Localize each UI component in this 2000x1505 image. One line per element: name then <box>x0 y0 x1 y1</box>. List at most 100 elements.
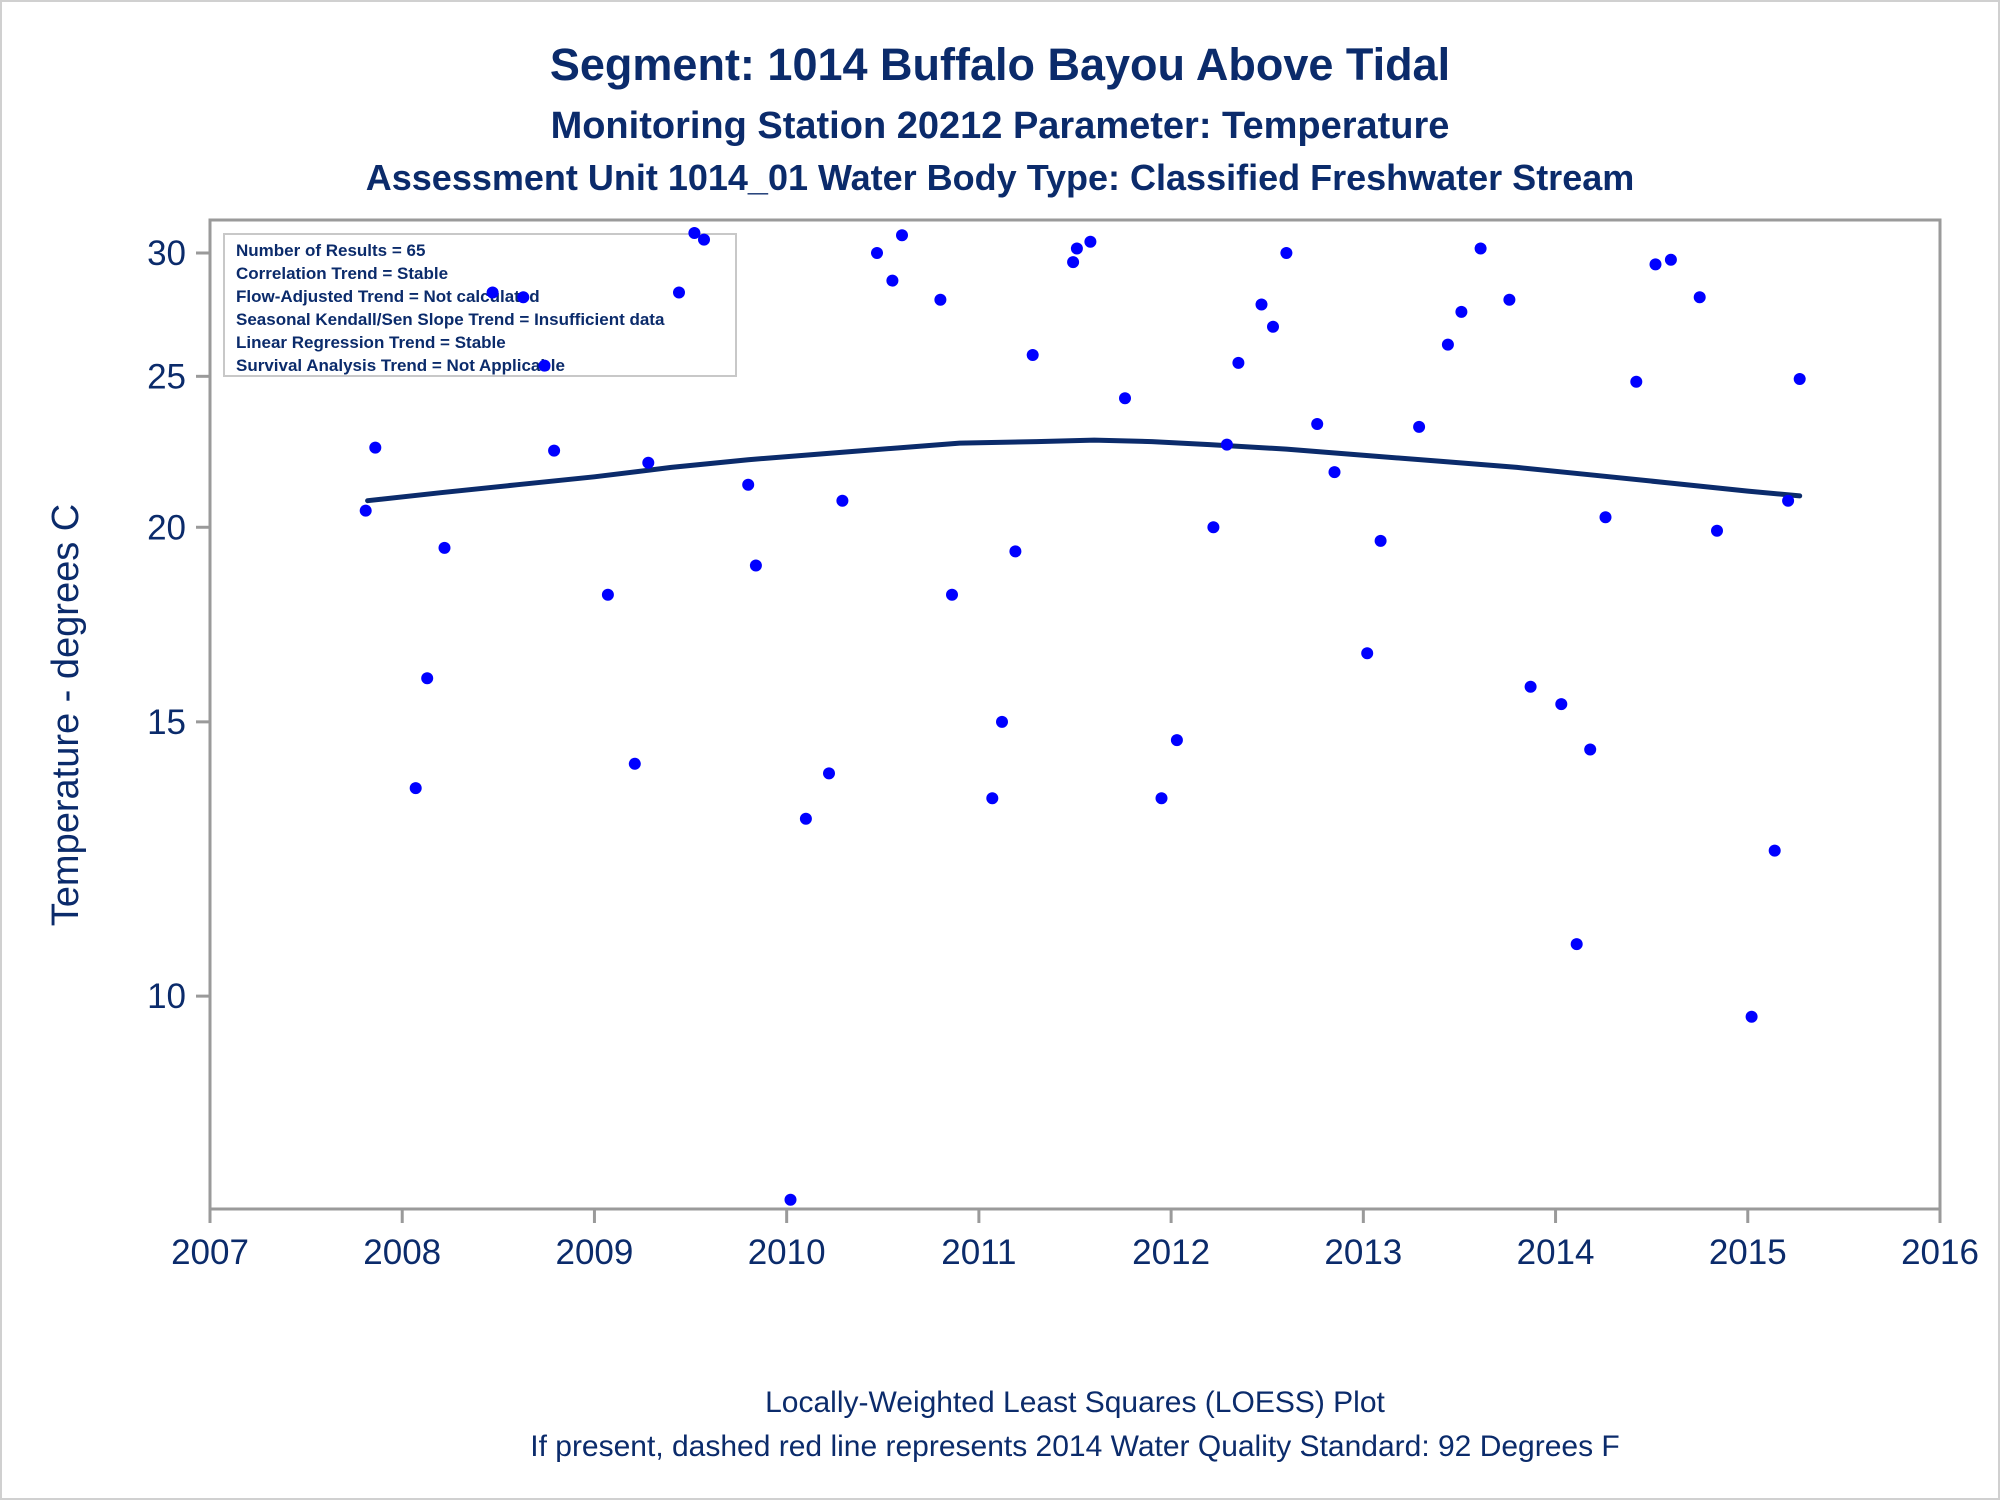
x-tick-label: 2007 <box>171 1233 249 1272</box>
data-point <box>1584 743 1597 756</box>
summary-line-seasonal-kendall: Seasonal Kendall/Sen Slope Trend = Insuf… <box>236 310 665 329</box>
x-axis: 2007 2008 2009 2010 2011 2012 2013 2014 2015 2016 <box>171 1209 1979 1272</box>
data-point <box>1474 242 1487 255</box>
data-point <box>1207 521 1220 534</box>
y-tick-label: 25 <box>147 357 186 396</box>
data-point <box>421 672 434 685</box>
x-tick-label: 2010 <box>748 1233 826 1272</box>
x-tick-label: 2011 <box>941 1233 1016 1272</box>
data-point <box>438 541 451 554</box>
data-point <box>1374 534 1387 547</box>
data-point <box>688 227 701 239</box>
data-point <box>1441 338 1454 351</box>
summary-line-linear-regression: Linear Regression Trend = Stable <box>236 333 506 352</box>
data-point <box>1311 418 1324 430</box>
trend-summary-box: Number of Results = 65 Correlation Trend… <box>223 233 737 377</box>
footnote-standard: If present, dashed red line represents 2… <box>530 1430 1620 1463</box>
data-point <box>871 247 883 259</box>
data-point <box>1070 242 1083 255</box>
data-point <box>1084 235 1097 248</box>
data-point <box>1524 680 1537 693</box>
chart-title: Segment: 1014 Buffalo Bayou Above Tidal <box>550 39 1450 90</box>
data-point <box>1555 698 1568 711</box>
data-point <box>1630 375 1643 388</box>
data-point <box>538 359 551 372</box>
data-point <box>486 286 499 299</box>
data-point <box>946 588 958 601</box>
data-point <box>1782 494 1795 507</box>
x-tick-label: 2016 <box>1901 1233 1979 1272</box>
data-point <box>1711 524 1723 537</box>
data-point <box>601 588 614 601</box>
data-point <box>1232 356 1245 369</box>
data-point <box>799 812 812 825</box>
data-point <box>836 494 849 507</box>
summary-line-flow-adjusted: Flow-Adjusted Trend = Not calculated <box>236 287 540 306</box>
data-point <box>642 456 655 469</box>
data-point <box>369 441 382 454</box>
data-point <box>1155 792 1168 805</box>
data-point <box>1664 253 1677 266</box>
data-point <box>1599 511 1612 524</box>
summary-line-results: Number of Results = 65 <box>236 241 425 260</box>
data-point <box>896 229 908 242</box>
series-layer <box>359 227 1806 1206</box>
x-tick-label: 2013 <box>1324 1233 1402 1272</box>
data-point <box>1768 844 1781 857</box>
data-point <box>628 757 641 770</box>
data-point <box>1693 291 1706 304</box>
summary-line-survival: Survival Analysis Trend = Not Applicable <box>236 356 565 375</box>
data-point <box>784 1193 797 1206</box>
data-point <box>1503 293 1516 306</box>
data-point <box>517 291 530 304</box>
data-point <box>934 293 947 306</box>
x-tick-label: 2009 <box>556 1233 634 1272</box>
data-point <box>1570 938 1583 951</box>
y-tick-label: 20 <box>147 508 186 547</box>
data-point <box>1413 420 1426 433</box>
data-point <box>1026 349 1039 361</box>
data-point <box>986 792 999 805</box>
data-point <box>1009 545 1022 558</box>
plot-area <box>208 218 1942 1211</box>
y-tick-label: 30 <box>147 234 186 273</box>
data-point <box>823 767 835 780</box>
data-point <box>1255 298 1268 311</box>
data-point <box>886 274 899 287</box>
y-tick-label: 10 <box>147 977 186 1016</box>
data-point <box>1067 256 1080 269</box>
trend-summary-frame <box>223 233 737 377</box>
y-tick-label: 15 <box>147 703 186 742</box>
data-point <box>996 715 1008 728</box>
data-point <box>548 444 561 457</box>
data-point <box>673 286 685 299</box>
data-point <box>409 782 422 795</box>
data-point <box>1328 466 1341 479</box>
data-point <box>1170 734 1183 747</box>
data-point <box>1280 247 1293 259</box>
data-point <box>1455 305 1468 318</box>
y-axis: 10 15 20 25 30 <box>147 234 210 1016</box>
loess-curve <box>365 437 1803 504</box>
data-point <box>742 478 755 491</box>
data-point <box>698 233 710 246</box>
x-tick-label: 2015 <box>1709 1233 1787 1272</box>
data-point <box>1361 647 1374 660</box>
chart-subtitle-1: Monitoring Station 20212 Parameter: Temp… <box>551 105 1450 147</box>
chart-subtitle-2: Assessment Unit 1014_01 Water Body Type:… <box>366 157 1635 198</box>
data-point <box>1220 438 1233 451</box>
x-tick-label: 2014 <box>1517 1233 1595 1272</box>
footnote-loess: Locally-Weighted Least Squares (LOESS) P… <box>765 1386 1385 1419</box>
x-tick-label: 2012 <box>1132 1233 1210 1272</box>
data-point <box>1119 392 1131 405</box>
data-point <box>1267 320 1279 333</box>
data-point <box>1649 258 1662 271</box>
data-point <box>1745 1010 1758 1023</box>
data-point <box>359 504 372 517</box>
x-tick-label: 2008 <box>363 1233 441 1272</box>
data-point <box>749 559 762 572</box>
summary-line-correlation: Correlation Trend = Stable <box>236 264 448 283</box>
